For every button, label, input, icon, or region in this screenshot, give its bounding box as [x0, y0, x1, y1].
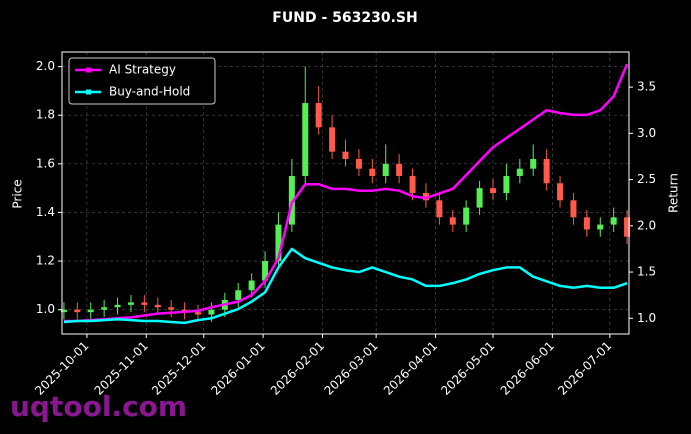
candle-body	[87, 309, 94, 313]
y-tick-label: 1.6	[36, 156, 55, 170]
candle-body	[74, 309, 81, 313]
candle-body	[154, 304, 161, 308]
candle-body	[409, 175, 416, 193]
watermark: uqtool.com	[10, 390, 187, 423]
legend-marker	[86, 89, 91, 95]
candle-body	[503, 175, 510, 193]
candle-body	[275, 224, 282, 262]
candle-body	[597, 224, 604, 230]
candle-body	[60, 309, 67, 313]
y-tick-label: 1.8	[36, 108, 55, 122]
candle-body	[208, 309, 215, 315]
candle-body	[396, 163, 403, 176]
candle-body	[489, 188, 496, 193]
candle-body	[315, 103, 322, 128]
candle-body	[610, 217, 617, 225]
legend-label: AI Strategy	[109, 63, 176, 77]
y-tick-label: 2.0	[36, 59, 55, 73]
y-tick-label: 1.0	[36, 302, 55, 316]
candle-body	[516, 168, 523, 176]
candle-body	[235, 290, 242, 300]
candle-body	[476, 188, 483, 208]
candle-body	[583, 217, 590, 230]
y2-tick-label: 1.5	[637, 265, 656, 279]
candle-body	[248, 280, 255, 291]
plot-frame	[61, 51, 630, 335]
candle-body	[382, 163, 389, 176]
candle-body	[449, 217, 456, 225]
y2-axis-label: Return	[667, 173, 681, 213]
candle-body	[543, 158, 550, 184]
series-line	[63, 63, 629, 323]
series-line	[63, 247, 628, 325]
candle-body	[369, 168, 376, 176]
legend-marker	[86, 67, 91, 73]
candle-body	[422, 193, 429, 201]
candle-body	[329, 127, 336, 152]
candle-body	[195, 312, 202, 315]
candle-body	[168, 307, 175, 310]
candle-body	[624, 217, 631, 237]
y-axis-label: Price	[11, 179, 25, 208]
y2-tick-label: 3.5	[637, 80, 656, 94]
candle-body	[141, 302, 148, 305]
y2-tick-label: 3.0	[637, 126, 656, 140]
candle-body	[114, 304, 121, 308]
y-tick-label: 1.4	[36, 205, 55, 219]
candle-body	[570, 200, 577, 218]
candle-body	[557, 183, 564, 201]
y2-tick-label: 2.0	[637, 218, 656, 232]
legend-label: Buy-and-Hold	[109, 85, 190, 99]
candle-body	[463, 207, 470, 225]
chart-title: FUND - 563230.SH	[272, 10, 417, 26]
y-tick-label: 1.2	[36, 254, 55, 268]
candle-body	[302, 103, 309, 176]
y2-tick-label: 2.5	[637, 172, 656, 186]
candle-body	[355, 158, 362, 169]
candle-body	[530, 158, 537, 169]
candle-body	[101, 307, 108, 310]
legend-box	[68, 57, 216, 105]
candle-body	[288, 175, 295, 225]
candle-body	[436, 200, 443, 218]
candle-body	[342, 151, 349, 159]
candle-body	[262, 261, 269, 281]
candle-body	[127, 302, 134, 305]
y2-tick-label: 1.0	[637, 311, 656, 325]
